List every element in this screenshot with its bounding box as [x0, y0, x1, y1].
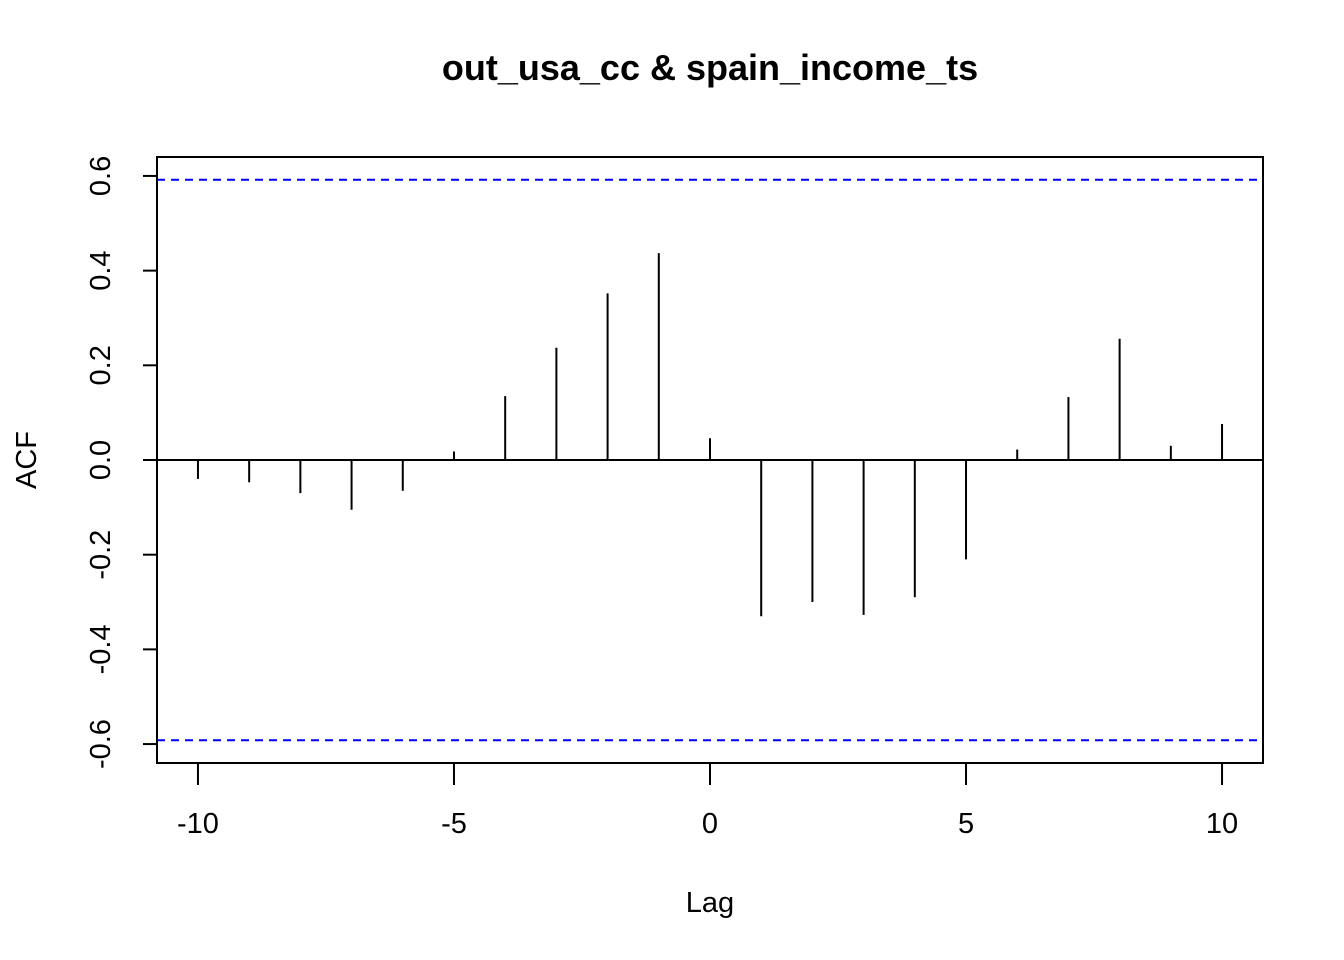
x-tick-label: 5 — [958, 808, 974, 840]
x-tick-label: 0 — [702, 808, 718, 840]
y-axis-label: ACF — [11, 431, 43, 489]
y-tick-label: 0.0 — [85, 440, 117, 480]
y-tick-label: 0.6 — [85, 156, 117, 196]
x-tick-label: 10 — [1206, 808, 1238, 840]
y-axis: -0.6 -0.4 -0.2 0.0 0.2 0.4 0.6 — [85, 156, 158, 769]
y-tick-label: -0.2 — [85, 530, 117, 580]
acf-bars — [196, 253, 1224, 617]
y-tick-label: 0.4 — [85, 250, 117, 290]
y-tick-label: -0.6 — [85, 719, 117, 769]
x-tick-label: -10 — [177, 808, 219, 840]
chart-title: out_usa_cc & spain_income_ts — [442, 47, 978, 88]
y-tick-label: 0.2 — [85, 345, 117, 385]
x-axis-label: Lag — [686, 887, 734, 919]
confidence-bounds — [157, 178, 1263, 742]
x-axis: -10 -5 0 5 10 — [177, 762, 1238, 840]
y-tick-label: -0.4 — [85, 624, 117, 674]
x-tick-label: -5 — [441, 808, 467, 840]
